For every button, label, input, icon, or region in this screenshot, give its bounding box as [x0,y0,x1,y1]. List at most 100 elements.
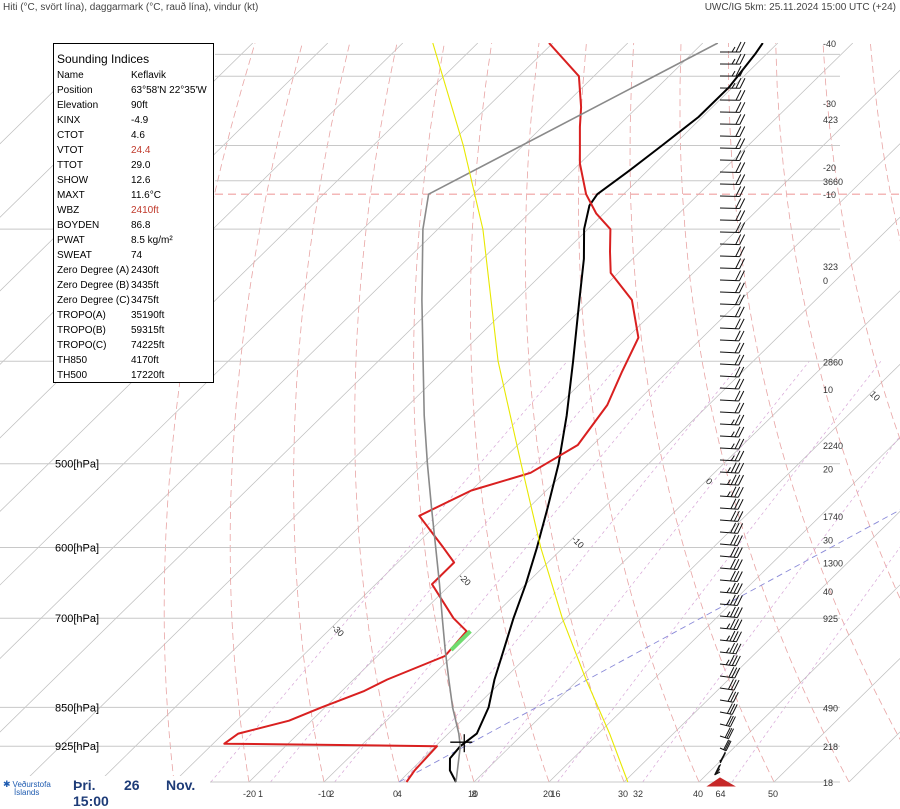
index-value: 8.5 kg/m² [131,233,207,248]
index-value: 90ft [131,98,207,113]
barb-shaft [720,148,740,149]
index-key: CTOT [57,128,131,143]
dewpoint-line [224,43,638,782]
bottom-axis-label: -20 [243,789,256,799]
barb-shaft [720,232,740,233]
index-key: SHOW [57,173,131,188]
wind-barb [720,343,744,353]
barb-shaft [720,352,739,353]
index-key: KINX [57,113,131,128]
index-value: 4.6 [131,128,207,143]
logo-mark-icon: ✱ [3,779,11,789]
parcel-line [422,43,718,782]
index-value: 3435ft [131,278,207,293]
barb-half-flag [732,59,735,64]
index-key: BOYDEN [57,218,131,233]
right-axis-label: 423 [823,115,838,125]
mixing-ratio-line [335,361,680,782]
pressure-label: 700[hPa] [55,613,99,625]
index-value: 12.6 [131,173,207,188]
index-value: 74 [131,248,207,263]
index-value: 86.8 [131,218,207,233]
wind-barb [720,54,745,64]
bottom-axis-label: 8 [472,789,477,799]
index-key: TROPO(C) [57,338,131,353]
barb-half-flag [731,420,734,425]
wind-barb [720,222,745,232]
barb-shaft [720,184,740,185]
barb-half-flag [731,456,734,461]
dry-adiabat [728,43,900,782]
index-key: Zero Degree (C) [57,293,131,308]
wind-barb [720,583,742,594]
bottom-axis-label: 4 [397,789,402,799]
wind-barb [720,283,744,293]
index-key: TROPO(A) [57,308,131,323]
barb-shaft [720,208,740,209]
right-axis-label: -20 [823,163,836,173]
index-value: 3475ft [131,293,207,308]
dry-adiabat [294,43,350,782]
wind-barb [720,547,742,558]
barb-half-flag [726,648,729,653]
right-axis-label: 323 [823,262,838,272]
index-value: 2430ft [131,263,207,278]
index-value: 59315ft [131,323,207,338]
bottom-axis-label: 30 [618,789,628,799]
right-axis-label: 30 [823,536,833,546]
footer-time: 15:00 [73,793,109,809]
wind-barb [720,523,743,534]
vedurstofa-logo: ✱Veðurstofa Íslands [3,780,51,797]
pressure-label: 925[hPa] [55,741,99,753]
barb-half-flag [727,491,730,496]
wind-barbs [708,42,745,786]
right-axis-label: 20 [823,464,833,474]
index-key: Name [57,68,131,83]
wind-barb [720,427,744,437]
barb-shaft [720,472,739,473]
isotherm-label: 0 [704,476,715,487]
index-key: VTOT [57,143,131,158]
right-axis-label: 2860 [823,357,843,367]
index-row: TROPO(B)59315ft [57,323,207,338]
wind-barb [720,403,744,413]
index-value: 4170ft [131,353,207,368]
right-axis-label: 0 [823,276,828,286]
wind-barb [720,42,745,52]
barb-flag [731,692,736,702]
dry-adiabat [870,43,900,782]
wind-barb [720,415,744,425]
mixing-ratio-line [643,361,900,782]
isotherm-line [624,43,900,782]
mixing-ratio-line [732,361,900,782]
wind-barb [720,595,742,606]
barb-flag [728,691,733,701]
barb-shaft [720,220,740,221]
index-row: Zero Degree (C)3475ft [57,293,207,308]
index-value: 2410ft [131,203,207,218]
wind-barb [720,271,744,281]
wind-barb [720,691,738,702]
barb-shaft [720,256,740,257]
barb-half-flag [727,612,730,617]
mixing-ratio-line [404,361,743,782]
index-value: 74225ft [131,338,207,353]
barb-flag [726,716,731,726]
barb-shaft [720,412,739,413]
pressure-label: 500[hPa] [55,459,99,471]
index-value: 63°58'N 22°35'W [131,83,207,98]
wind-barb [720,631,741,642]
bottom-axis-label: 2 [329,789,334,799]
barb-shaft [720,292,739,293]
wind-barb [720,391,744,401]
index-key: Zero Degree (B) [57,278,131,293]
wind-barb [720,655,740,666]
barb-shaft [720,436,739,437]
